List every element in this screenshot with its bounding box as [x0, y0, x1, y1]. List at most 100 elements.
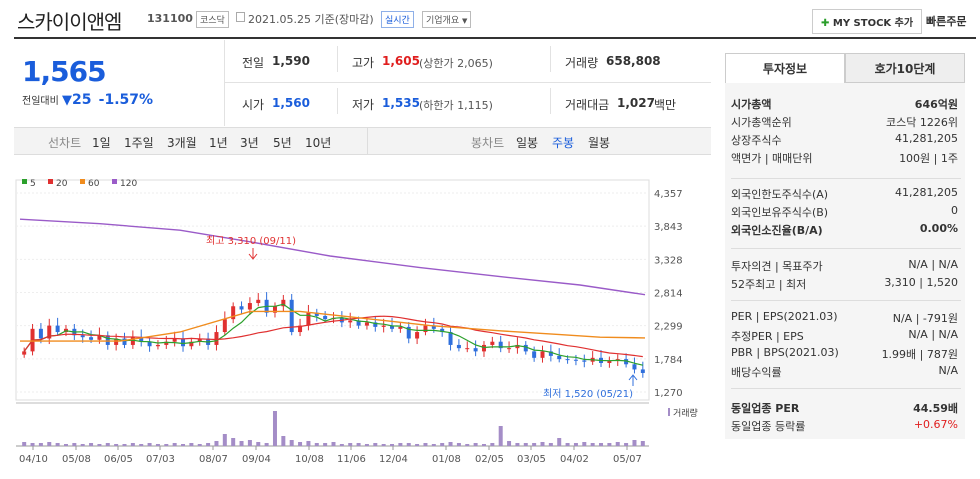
x-tick-label: 07/03 [146, 454, 175, 465]
candle-body [573, 359, 578, 361]
y-tick-label: 4,357 [654, 189, 683, 200]
tab-period[interactable]: 1년 [209, 136, 228, 150]
volume-bar [206, 443, 211, 446]
y-tick-label: 2,299 [654, 322, 683, 333]
panel-row-label: 외국인보유주식수(B) [731, 206, 829, 219]
panel-row-value: 646억원 [914, 98, 958, 111]
candle-body [80, 335, 85, 338]
candle-body [448, 332, 453, 345]
candle-body [498, 341, 503, 349]
candle-body [465, 348, 470, 350]
stock-chart[interactable]: 5 20 60 120 4,357 3,843 3,328 2,814 2,299 1,784 1,… [0, 170, 712, 479]
panel-row-label: 액면가 | 매매단위 [731, 152, 813, 165]
low-label: 저가 [352, 98, 375, 112]
volume-bar [381, 444, 386, 446]
volume-bar [47, 442, 52, 446]
volume-bar [256, 442, 261, 446]
tab-daily[interactable]: 일봉 [516, 136, 539, 150]
candle-body [440, 328, 445, 333]
volume-bar [624, 443, 629, 446]
volume-label: 거래량 [673, 407, 698, 419]
my-stock-button[interactable]: ✚ MY STOCK 추가 [812, 9, 923, 34]
volume-bar [398, 443, 403, 446]
panel-row-value: N/A | N/A [908, 258, 958, 271]
candle-body [239, 306, 244, 310]
candle-body [364, 322, 369, 326]
candle-body [565, 359, 570, 361]
candle-body [55, 325, 60, 333]
current-price: 1,565 [22, 55, 107, 88]
divider [337, 88, 338, 114]
volume-bar [239, 441, 244, 446]
price-change: 전일대비 ▼25 -1.57% [22, 92, 153, 108]
panel-row-value: N/A | -791원 [892, 312, 958, 325]
tab-orderbook[interactable]: 호가10단계 [845, 53, 965, 83]
candle-chart-label[interactable]: 봉차트 [471, 136, 505, 150]
volume-label: 거래량 [565, 56, 599, 70]
panel-row-label: 동일업종 등락률 [731, 420, 806, 433]
divider [367, 128, 368, 154]
candle-body [298, 325, 303, 333]
x-tick-label: 02/05 [475, 454, 504, 465]
my-stock-label: MY STOCK 추가 [832, 18, 914, 29]
y-tick-label: 1,270 [654, 388, 683, 399]
y-tick-label: 3,843 [654, 222, 683, 233]
quick-order-link[interactable]: 빠른주문 [926, 15, 967, 28]
volume-bar [222, 434, 227, 446]
tab-invest-info[interactable]: 투자정보 [725, 53, 845, 83]
volume-bar [607, 443, 612, 446]
tab-period[interactable]: 3년 [240, 136, 259, 150]
candle-body [348, 320, 353, 323]
candle-body [390, 325, 395, 329]
panel-row-value: +0.67% [913, 418, 958, 431]
x-tick-label: 04/02 [560, 454, 589, 465]
volume-bar [523, 443, 528, 446]
chart-toolbar [14, 127, 711, 155]
panel-row-value: N/A | N/A [908, 328, 958, 341]
candle-body [607, 360, 612, 363]
divider [550, 88, 551, 114]
volume-bar [164, 444, 169, 446]
high-arrow-head [248, 253, 258, 260]
legend-label: 60 [88, 179, 100, 189]
info-panel [725, 53, 965, 439]
volume-bar [189, 443, 194, 446]
volume-bar [498, 426, 503, 446]
panel-divider [731, 300, 961, 301]
volume-bar [339, 444, 344, 446]
volume-legend-swatch [668, 408, 670, 416]
volume-bar [38, 443, 43, 446]
candle-body [181, 338, 186, 347]
volume-bar [481, 444, 486, 446]
market-badge: 코스닥 [196, 11, 229, 28]
volume-bar [515, 443, 520, 446]
tab-period[interactable]: 1주일 [124, 136, 154, 150]
panel-row-value: 3,310 | 1,520 [884, 276, 958, 289]
volume-bar [63, 444, 68, 446]
realtime-badge[interactable]: 실시간 [381, 11, 414, 28]
tab-period[interactable]: 1일 [92, 136, 111, 150]
candle-body [139, 337, 144, 342]
legend-label: 20 [56, 179, 68, 189]
tab-period[interactable]: 10년 [305, 136, 332, 150]
volume-bar [80, 444, 85, 446]
line-chart-label[interactable]: 선차트 [48, 136, 82, 150]
x-tick-label: 06/05 [104, 454, 133, 465]
panel-row-label: 시가총액 [731, 98, 772, 111]
volume-bar [147, 443, 152, 446]
upper-limit: (상한가 2,065) [419, 57, 493, 70]
company-info-dropdown[interactable]: 기업개요 ▼ [422, 11, 472, 28]
legend-label: 120 [120, 179, 137, 189]
volume-bar [30, 443, 35, 446]
company-info-label: 기업개요 [426, 16, 460, 26]
tab-monthly[interactable]: 월봉 [588, 136, 611, 150]
tab-period[interactable]: 5년 [273, 136, 292, 150]
x-tick-label: 05/08 [62, 454, 91, 465]
divider [337, 46, 338, 72]
low-annotation: 최저 1,520 (05/21) [543, 388, 633, 400]
volume-bar [105, 443, 110, 446]
volume-bar [139, 444, 144, 446]
tab-weekly[interactable]: 주봉 [552, 136, 575, 150]
volume-bar [473, 443, 478, 446]
tab-period[interactable]: 3개월 [167, 136, 197, 150]
